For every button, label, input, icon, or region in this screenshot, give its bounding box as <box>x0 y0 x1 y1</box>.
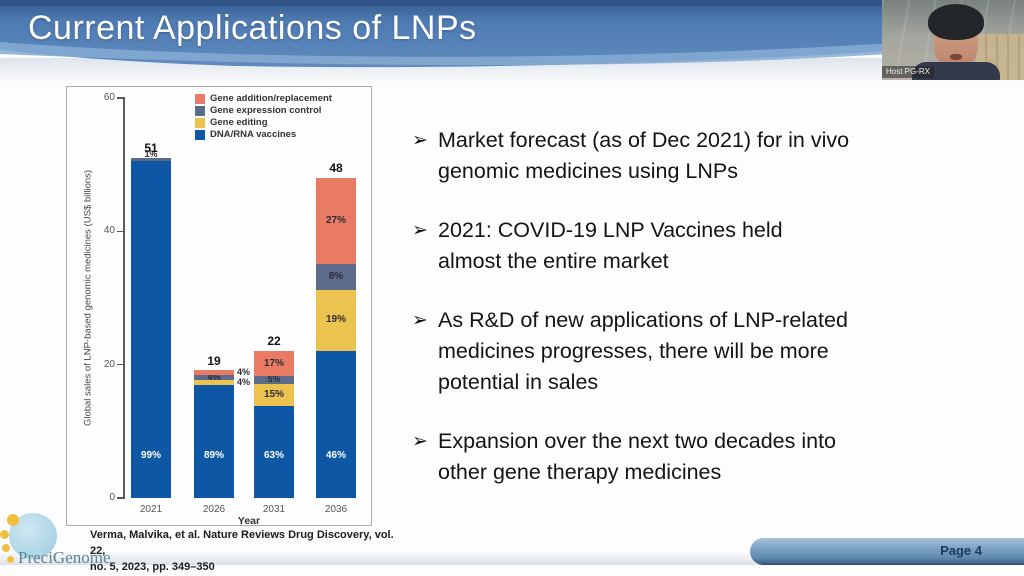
legend-item: Gene editing <box>195 117 332 128</box>
x-tick-label: 2036 <box>324 504 348 515</box>
bullet-item-2: ➢ 2021: COVID-19 LNP Vaccines held almost… <box>412 215 1012 277</box>
chart-legend: Gene addition/replacement Gene expression… <box>195 93 332 141</box>
y-tick-label: 60 <box>103 92 115 103</box>
bar-segment-dna-rna-vaccines <box>316 350 356 498</box>
bar-segment-gene-expression-control <box>254 376 294 384</box>
y-tick-mark <box>117 97 123 99</box>
bar-segment-gene-addition-replacement <box>254 351 294 377</box>
webcam-video-tile[interactable]: Host PG-RX <box>882 0 1024 80</box>
bar-segment-gene-editing <box>316 290 356 351</box>
percent-label: 19% <box>325 314 346 326</box>
precigenome-logo: PreciGenome <box>0 508 130 567</box>
bar-segment-gene-expression-control <box>316 264 356 290</box>
bar-segment-dna-rna-vaccines <box>194 385 234 498</box>
bullet-arrow-icon: ➢ <box>412 310 428 331</box>
percent-label: 15% <box>263 388 284 400</box>
y-axis-line <box>123 97 125 499</box>
legend-swatch <box>195 117 205 128</box>
y-tick-mark <box>117 497 123 499</box>
percent-label: 99% <box>140 450 161 461</box>
bullet-arrow-icon: ➢ <box>412 431 428 452</box>
legend-label: Gene expression control <box>210 105 322 116</box>
legend-label: DNA/RNA vaccines <box>210 129 297 140</box>
bullet-arrow-icon: ➢ <box>412 220 428 241</box>
bullet-text: As R&D of new applications of LNP-relate… <box>438 308 848 394</box>
y-tick-label: 20 <box>103 358 115 370</box>
logo-dot <box>7 514 19 526</box>
bar-segment-gene-addition-replacement <box>316 178 356 265</box>
x-tick-label: 2021 <box>139 504 163 515</box>
bar-segment-dna-rna-vaccines <box>254 405 294 498</box>
bar-segment-gene-editing <box>194 380 234 386</box>
chart-citation: Verma, Malvika, et al. Nature Reviews Dr… <box>90 529 394 573</box>
x-axis-label: Year <box>237 515 261 527</box>
bar-segment-gene-expression-control <box>194 375 234 381</box>
legend-label: Gene addition/replacement <box>210 93 332 104</box>
bullet-arrow-icon: ➢ <box>412 130 428 151</box>
bullet-item-1: ➢ Market forecast (as of Dec 2021) for in… <box>412 125 1012 187</box>
header-wave-graphic <box>0 0 1024 68</box>
bar-total-label: 22 <box>267 334 281 349</box>
bar-total-label: 48 <box>329 161 343 175</box>
bullet-item-4: ➢ Expansion over the next two decades int… <box>412 426 1012 488</box>
percent-label: 89% <box>203 450 224 461</box>
legend-label: Gene editing <box>210 117 268 128</box>
y-tick-mark <box>117 363 123 366</box>
percent-label: 8% <box>328 271 344 283</box>
legend-item: Gene expression control <box>195 105 332 116</box>
speaker-mouth <box>950 54 962 60</box>
y-tick-mark <box>117 230 123 233</box>
bullet-list: ➢ Market forecast (as of Dec 2021) for in… <box>412 125 1012 516</box>
page-title: Current Applications of LNPs <box>28 9 477 47</box>
bar-segment-dna-rna-vaccines <box>131 161 171 498</box>
bullet-text: Market forecast (as of Dec 2021) for in … <box>438 128 850 183</box>
bar-total-label: 51 <box>144 141 158 155</box>
x-tick-label: 2031 <box>262 504 286 515</box>
logo-dot <box>2 544 10 552</box>
bullet-text: 2021: COVID-19 LNP Vaccines held almost … <box>438 218 783 273</box>
percent-label: 17% <box>263 357 284 369</box>
bullet-item-3: ➢ As R&D of new applications of LNP-relat… <box>412 305 1012 398</box>
bar-segment-gene-addition-replacement <box>194 370 234 376</box>
page-number-bar: Page 4 <box>750 538 1024 565</box>
webcam-name-badge: Host PG-RX <box>882 66 935 78</box>
legend-item: Gene addition/replacement <box>195 93 332 104</box>
slide-header: Current Applications of LNPs <box>0 0 1024 90</box>
percent-label: 1% <box>144 149 158 159</box>
percent-label: 27% <box>325 215 346 227</box>
percent-label: 5% <box>267 373 281 384</box>
percent-label: 63% <box>263 450 284 461</box>
y-axis-label: Global sales of LNP-based genomic medici… <box>82 169 94 427</box>
legend-swatch <box>195 105 205 116</box>
percent-label: 46% <box>325 450 346 461</box>
bar-segment-gene-expression-control <box>131 158 171 162</box>
bar-total-label: 19 <box>207 354 221 369</box>
y-tick-label: 0 <box>109 492 115 503</box>
percent-label: 4% <box>207 371 221 382</box>
logo-text: PreciGenome <box>18 548 111 567</box>
logo-dot <box>0 530 9 539</box>
chart-panel: 0 20 40 60 99% 1% 51 2021 89% 4% 4% 4% 19 2026 63% 15% 5… <box>66 86 372 527</box>
page-number: Page 4 <box>940 543 982 558</box>
bullet-text: Expansion over the next two decades into… <box>438 429 837 484</box>
y-tick-label: 40 <box>103 225 115 237</box>
speaker-hair-fringe <box>932 10 980 26</box>
logo-dot <box>7 556 14 563</box>
x-tick-label: 2026 <box>202 504 226 515</box>
legend-swatch <box>195 129 205 140</box>
stacked-bar-chart: 0 20 40 60 99% 1% 51 2021 89% 4% 4% 4% 19 2026 63% 15% 5… <box>67 87 371 525</box>
legend-item: DNA/RNA vaccines <box>195 129 332 140</box>
percent-label: 4% <box>237 366 251 377</box>
percent-label: 4% <box>237 376 251 387</box>
bar-segment-gene-editing <box>254 383 294 406</box>
legend-swatch <box>195 93 205 104</box>
